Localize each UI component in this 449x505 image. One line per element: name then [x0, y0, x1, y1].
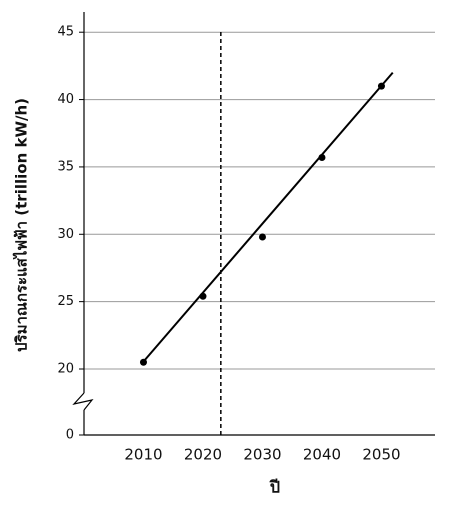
x-tick-label: 2010 [124, 446, 162, 464]
y-tick-label: 20 [57, 362, 74, 377]
fit-line [140, 71, 394, 365]
data-point [258, 233, 266, 241]
y-tick-label: 45 [57, 25, 74, 40]
y-axis-label: ปริมาณกระแสไฟฟ้า (trillion kW/h) [12, 98, 31, 352]
x-tick-label: 2050 [362, 446, 400, 464]
y-tick-label: 0 [66, 428, 74, 443]
data-point [377, 82, 385, 90]
data-point [199, 292, 207, 300]
y-tick-label: 25 [57, 294, 74, 309]
y-tick-label: 40 [57, 92, 74, 107]
data-point [318, 153, 326, 161]
y-tick-label: 30 [57, 227, 74, 242]
y-tick-label: 35 [57, 159, 74, 174]
data-point [139, 358, 147, 366]
x-tick-label: 2030 [243, 446, 281, 464]
x-axis-label: ปี [269, 478, 281, 497]
axis-break [72, 392, 94, 411]
x-tick-label: 2040 [303, 446, 341, 464]
x-tick-label: 2020 [184, 446, 222, 464]
